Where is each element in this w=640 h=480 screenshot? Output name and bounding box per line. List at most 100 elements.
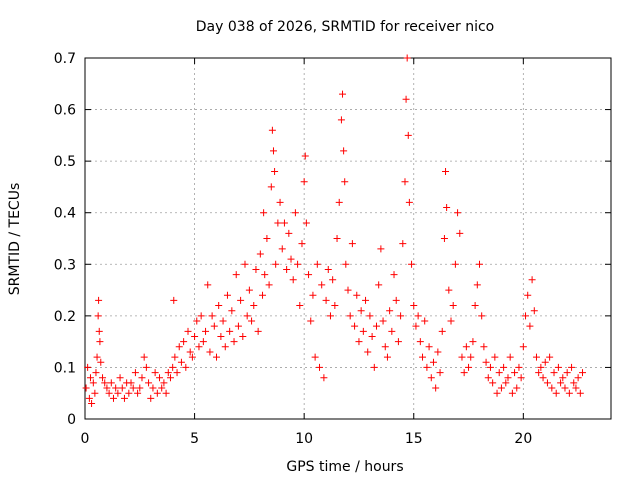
data-point bbox=[476, 260, 483, 268]
data-point bbox=[460, 369, 468, 377]
data-point bbox=[423, 363, 431, 371]
data-point bbox=[263, 235, 271, 242]
data-point bbox=[96, 338, 104, 346]
data-point bbox=[579, 369, 587, 377]
data-point bbox=[408, 260, 416, 268]
grid-lines bbox=[85, 58, 611, 419]
data-point bbox=[353, 291, 361, 299]
data-point bbox=[364, 348, 372, 356]
data-point bbox=[469, 338, 477, 346]
data-point bbox=[404, 131, 412, 139]
data-point bbox=[260, 209, 268, 217]
data-point bbox=[375, 281, 383, 289]
data-point bbox=[561, 384, 569, 392]
data-point bbox=[421, 317, 429, 325]
data-point bbox=[221, 343, 229, 351]
data-point bbox=[142, 363, 150, 371]
data-point bbox=[280, 219, 288, 227]
data-point bbox=[513, 384, 521, 392]
data-point bbox=[237, 296, 245, 304]
data-point bbox=[416, 338, 424, 346]
x-tick-label: 5 bbox=[190, 431, 199, 447]
data-point bbox=[522, 312, 530, 320]
data-point bbox=[291, 209, 299, 217]
data-point bbox=[442, 167, 450, 175]
data-point bbox=[532, 353, 540, 361]
data-point bbox=[261, 271, 269, 279]
data-point bbox=[105, 389, 113, 397]
data-point bbox=[344, 286, 352, 294]
data-point bbox=[362, 296, 370, 304]
data-point bbox=[515, 363, 523, 371]
data-point bbox=[386, 307, 394, 315]
data-point bbox=[204, 281, 212, 289]
data-point bbox=[101, 379, 109, 387]
data-point bbox=[107, 379, 115, 387]
data-point bbox=[511, 369, 519, 377]
data-point bbox=[359, 327, 367, 335]
data-point bbox=[390, 271, 398, 279]
data-point bbox=[401, 178, 409, 186]
data-point bbox=[177, 358, 185, 366]
y-tick-label: 0.6 bbox=[54, 103, 76, 119]
data-point bbox=[543, 379, 551, 387]
data-point bbox=[524, 291, 532, 299]
data-point bbox=[136, 384, 144, 392]
data-point bbox=[151, 369, 159, 377]
data-point bbox=[175, 343, 183, 351]
data-point bbox=[232, 271, 240, 279]
data-point bbox=[138, 374, 146, 382]
data-point bbox=[337, 116, 345, 124]
data-point bbox=[206, 348, 214, 356]
data-point bbox=[289, 276, 297, 284]
data-point bbox=[182, 363, 190, 371]
data-point bbox=[539, 374, 547, 382]
data-point bbox=[131, 369, 139, 377]
data-point bbox=[454, 209, 462, 217]
data-point bbox=[397, 312, 405, 320]
data-point bbox=[125, 389, 133, 397]
data-point bbox=[357, 307, 365, 315]
data-point bbox=[528, 276, 536, 284]
data-point bbox=[93, 353, 101, 361]
data-point bbox=[208, 312, 216, 320]
x-tick-label: 20 bbox=[514, 431, 532, 447]
data-point bbox=[322, 296, 330, 304]
data-point bbox=[248, 317, 256, 325]
data-point bbox=[302, 219, 310, 227]
data-point bbox=[92, 369, 100, 377]
data-point bbox=[250, 302, 258, 310]
data-point bbox=[300, 178, 308, 186]
data-point bbox=[486, 363, 494, 371]
data-point bbox=[164, 369, 172, 377]
data-point bbox=[478, 312, 486, 320]
data-point bbox=[309, 291, 317, 299]
data-point bbox=[283, 265, 291, 273]
data-point bbox=[572, 384, 580, 392]
data-point bbox=[462, 343, 470, 351]
data-point bbox=[169, 363, 177, 371]
data-point bbox=[497, 384, 505, 392]
data-points bbox=[82, 54, 587, 408]
data-point bbox=[215, 302, 223, 310]
data-point bbox=[335, 198, 343, 206]
y-tick-label: 0.5 bbox=[54, 154, 76, 170]
data-point bbox=[467, 353, 475, 361]
data-point bbox=[519, 343, 527, 351]
data-point bbox=[568, 363, 576, 371]
data-point bbox=[149, 384, 157, 392]
data-point bbox=[278, 245, 286, 253]
data-point bbox=[118, 384, 126, 392]
data-point bbox=[94, 312, 102, 320]
data-point bbox=[316, 363, 324, 371]
data-point bbox=[541, 358, 549, 366]
data-point bbox=[265, 281, 273, 289]
data-point bbox=[537, 363, 545, 371]
data-point bbox=[140, 353, 148, 361]
y-tick-label: 0.4 bbox=[54, 206, 76, 222]
data-point bbox=[223, 291, 231, 299]
data-point bbox=[296, 302, 304, 310]
data-point bbox=[370, 363, 378, 371]
data-point bbox=[313, 260, 321, 268]
data-point bbox=[326, 312, 334, 320]
